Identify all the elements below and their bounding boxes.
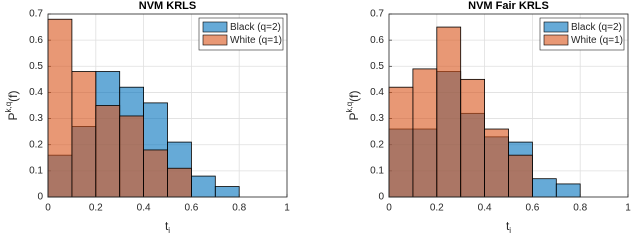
y-label-tail: (f) <box>6 90 20 101</box>
y-tick-label: 0.4 <box>370 87 384 98</box>
histogram-bar <box>214 186 240 198</box>
y-tick-label: 0.5 <box>370 61 384 72</box>
axes-box <box>388 13 629 198</box>
histogram-bar <box>167 167 192 198</box>
chart-panel: 0 0.1 0.2 0.3 0.4 0.5 0.6 0.7 0 0.2 0.4 0.6 0.8 1 NVM … <box>4 0 290 235</box>
legend-swatch <box>543 34 569 46</box>
legend-label: Black (q=2) <box>571 22 622 33</box>
histogram-bar <box>143 149 168 198</box>
chart-title: NVM KRLS <box>139 0 196 12</box>
y-tick-label: 0.6 <box>29 35 43 46</box>
histogram-bar <box>71 71 97 198</box>
x-tick-label: 0.4 <box>478 203 492 214</box>
y-tick-label: 0.1 <box>370 165 384 176</box>
histogram-bar <box>484 128 509 198</box>
legend-swatch <box>543 21 569 33</box>
x-tick-label: 1 <box>284 203 290 214</box>
x-tick-label: 0 <box>386 203 392 214</box>
y-label-sup: k,q <box>345 102 354 113</box>
x-tick-label: 0.8 <box>232 203 246 214</box>
y-label-main: P <box>6 112 20 120</box>
x-tick-label: 0.8 <box>573 203 587 214</box>
y-axis-label: Pk,q(f) <box>4 90 20 120</box>
x-label-main: t <box>165 219 169 233</box>
x-axis-label: ti <box>165 219 170 235</box>
y-tick-label: 0.4 <box>29 87 43 98</box>
histogram-bar <box>508 154 533 198</box>
legend-swatch <box>202 21 228 33</box>
histogram-bar <box>190 175 216 198</box>
y-label-main: P <box>347 112 361 120</box>
legend-label: White (q=1) <box>230 35 282 46</box>
x-tick-label: 1 <box>625 203 631 214</box>
axes-box <box>47 13 288 198</box>
y-tick-label: 0.2 <box>29 139 43 150</box>
y-tick-label: 0 <box>378 192 384 203</box>
histogram-bar <box>436 26 462 198</box>
y-tick-label: 0.2 <box>370 139 384 150</box>
legend-swatch <box>202 34 228 46</box>
y-tick-label: 0.7 <box>29 9 43 20</box>
histogram-bar <box>555 183 581 198</box>
x-tick-label: 0.2 <box>89 203 103 214</box>
histogram-bar <box>460 78 486 198</box>
y-tick-label: 0.5 <box>29 61 43 72</box>
histogram-bar <box>95 105 121 198</box>
histogram-bar <box>119 115 144 198</box>
x-tick-label: 0.6 <box>525 203 539 214</box>
y-tick-label: 0 <box>37 192 43 203</box>
x-label-sub: i <box>509 226 511 235</box>
y-tick-label: 0.3 <box>370 113 384 124</box>
histogram-bar <box>532 178 557 198</box>
y-tick-label: 0.7 <box>370 9 384 20</box>
x-tick-label: 0.6 <box>184 203 198 214</box>
legend-label: Black (q=2) <box>230 22 281 33</box>
histogram-bar <box>412 68 438 198</box>
legend-label: White (q=1) <box>571 35 623 46</box>
y-tick-label: 0.3 <box>29 113 43 124</box>
y-label-tail: (f) <box>347 90 361 101</box>
x-axis-label: ti <box>506 219 511 235</box>
histogram-bar <box>388 86 414 198</box>
x-label-sub: i <box>168 226 170 235</box>
chart-panel: 0 0.1 0.2 0.3 0.4 0.5 0.6 0.7 0 0.2 0.4 0.6 0.8 1 NVM … <box>345 0 631 235</box>
y-tick-label: 0.1 <box>29 165 43 176</box>
chart-title: NVM Fair KRLS <box>468 0 549 12</box>
x-tick-label: 0.2 <box>430 203 444 214</box>
histogram-bar <box>47 18 73 198</box>
y-tick-label: 0.6 <box>370 35 384 46</box>
x-tick-label: 0 <box>45 203 51 214</box>
x-label-main: t <box>506 219 510 233</box>
y-label-sup: k,q <box>4 102 13 113</box>
x-tick-label: 0.4 <box>137 203 151 214</box>
y-axis-label: Pk,q(f) <box>345 90 361 120</box>
